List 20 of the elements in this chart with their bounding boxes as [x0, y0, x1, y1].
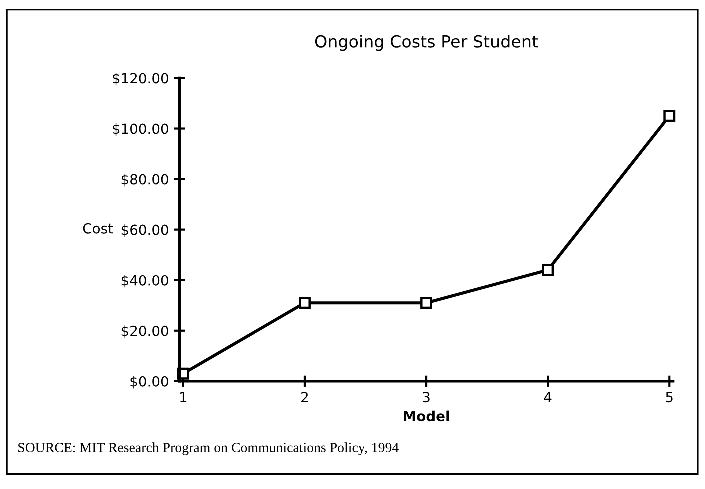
chart-title: Ongoing Costs Per Student — [315, 35, 538, 52]
y-tick-label: $40.00 — [122, 275, 168, 288]
point — [299, 297, 311, 310]
x-tick-label: 3 — [423, 392, 430, 403]
x-axis-title: Model — [404, 410, 450, 422]
x-tick-label: 2 — [302, 392, 308, 402]
point — [542, 264, 554, 276]
point — [664, 110, 676, 122]
y-tick-label: $20.00 — [122, 326, 168, 338]
x-tick-label: 5 — [666, 392, 673, 403]
y-tick-label: $0.00 — [130, 376, 168, 389]
y-tick-label: $100.00 — [113, 123, 168, 136]
x-tick-label: 4 — [544, 392, 552, 402]
x-tick-label: 1 — [180, 392, 187, 402]
source-note: SOURCE: MIT Research Program on Communications Policy, 1994 — [18, 442, 399, 456]
point — [420, 297, 432, 310]
y-tick-label: $60.00 — [122, 224, 168, 238]
y-tick-label: $80.00 — [122, 174, 168, 187]
y-axis-title: Cost — [83, 223, 114, 234]
y-tick-label: $120.00 — [113, 72, 168, 86]
